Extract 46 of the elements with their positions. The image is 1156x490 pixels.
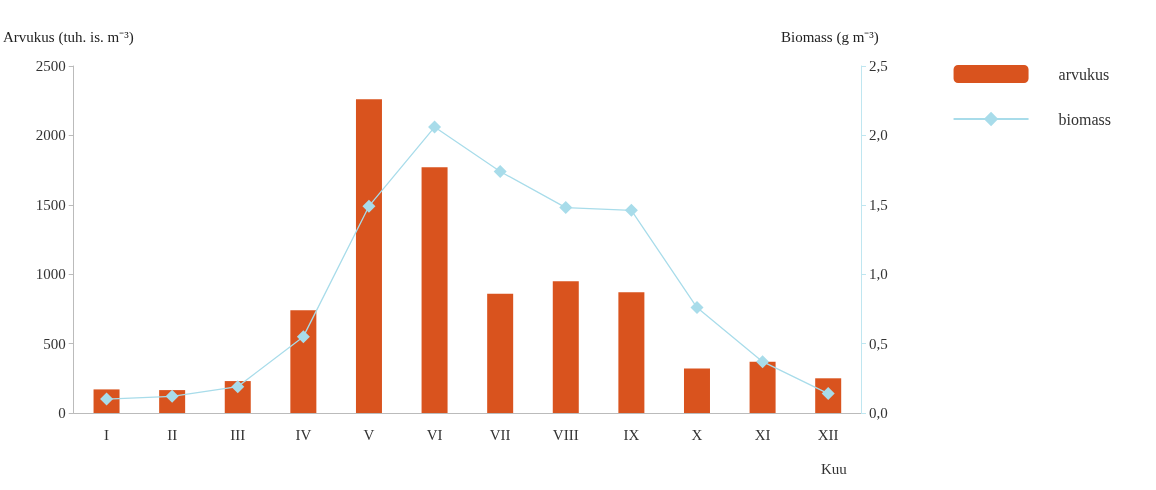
legend-label: biomass bbox=[1058, 110, 1112, 128]
x-tick-label: XI bbox=[754, 426, 771, 443]
point bbox=[296, 330, 310, 344]
y-tick-label: 0 bbox=[58, 405, 66, 421]
x-tick-label: IV bbox=[295, 426, 312, 443]
x-tick-label: VII bbox=[489, 426, 511, 443]
point bbox=[493, 164, 507, 178]
x-tick-label: III bbox=[230, 426, 246, 443]
bar bbox=[355, 99, 382, 413]
bar bbox=[683, 368, 710, 413]
x-tick-label: X bbox=[691, 426, 703, 443]
point bbox=[559, 201, 573, 215]
bar bbox=[618, 292, 645, 413]
x-tick-label: I bbox=[104, 426, 110, 443]
x-tick-label: VI bbox=[426, 426, 443, 443]
y2-axis-title: Biomass (g m⁻³) bbox=[781, 28, 879, 46]
legend-label: arvukus bbox=[1058, 65, 1110, 83]
y-tick-label: 2500 bbox=[35, 58, 66, 74]
x-tick-label: IX bbox=[623, 426, 640, 443]
x-tick-label: XII bbox=[817, 426, 839, 443]
y-tick-label: 500 bbox=[43, 335, 66, 352]
bar bbox=[487, 293, 514, 413]
point bbox=[690, 301, 704, 315]
x-tick-label: II bbox=[167, 426, 178, 443]
y2-tick-label: 0,0 bbox=[869, 405, 888, 421]
x-tick-label: VIII bbox=[552, 426, 579, 443]
y-tick-label: 2000 bbox=[35, 127, 66, 144]
y2-tick-label: 0,5 bbox=[869, 335, 888, 352]
bar bbox=[552, 281, 579, 413]
x-axis-title: Kuu bbox=[821, 460, 848, 477]
bar bbox=[290, 310, 317, 413]
y-tick-label: 1000 bbox=[35, 266, 66, 283]
point bbox=[231, 380, 245, 394]
y2-tick-label: 1,5 bbox=[869, 196, 888, 213]
x-tick-label: V bbox=[363, 426, 375, 443]
y-tick-label: 1500 bbox=[35, 196, 66, 213]
y2-tick-label: 2,0 bbox=[869, 127, 888, 144]
point bbox=[362, 199, 376, 213]
bar bbox=[421, 167, 448, 413]
point bbox=[756, 355, 770, 369]
point bbox=[428, 120, 442, 134]
y2-tick-label: 1,0 bbox=[869, 266, 888, 283]
y2-tick-label: 2,5 bbox=[869, 58, 888, 74]
bar bbox=[749, 361, 776, 413]
y-axis-title: Arvukus (tuh. is. m⁻³) bbox=[2, 28, 134, 46]
point bbox=[624, 203, 638, 217]
